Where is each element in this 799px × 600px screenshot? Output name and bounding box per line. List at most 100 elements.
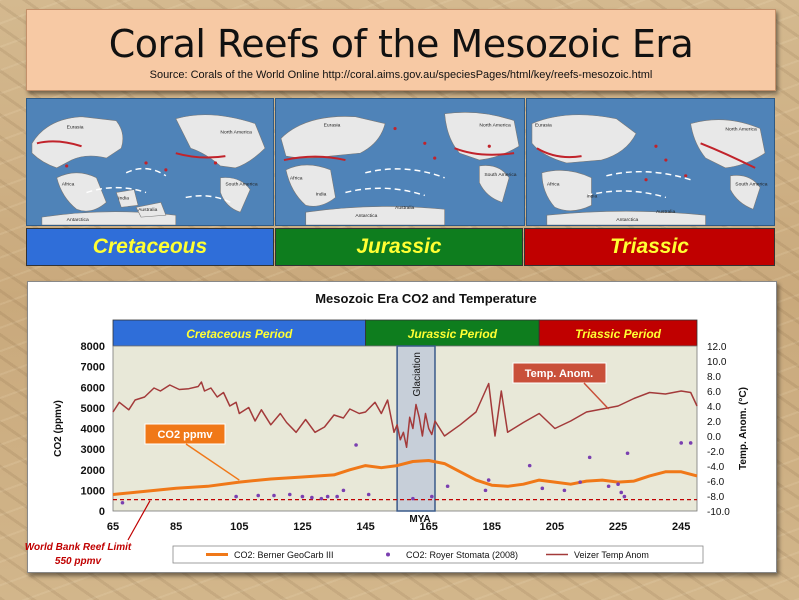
glaciation-label: Glaciation bbox=[412, 352, 423, 396]
world-bank-reef-limit-label: World Bank Reef Limit 550 ppmv bbox=[8, 541, 148, 569]
y-tick-label: 5000 bbox=[81, 403, 105, 415]
royer-stomata-point bbox=[300, 494, 305, 499]
x-tick-label: 205 bbox=[546, 521, 564, 533]
y2-tick-label: -8.0 bbox=[707, 492, 725, 503]
co2-annotation-box bbox=[144, 423, 226, 445]
royer-stomata-point bbox=[540, 486, 545, 491]
royer-stomata-point bbox=[622, 494, 627, 499]
royer-stomata-point bbox=[430, 494, 434, 499]
map-label: Australia bbox=[138, 207, 158, 213]
royer-stomata-point bbox=[287, 492, 292, 497]
royer-stomata-point bbox=[486, 478, 491, 482]
co2-berner-line bbox=[112, 459, 698, 496]
royer-stomata-point bbox=[319, 496, 324, 501]
y2-tick-label: -10.0 bbox=[707, 507, 730, 518]
royer-stomata-point bbox=[445, 484, 450, 489]
x-tick-label: 85 bbox=[170, 521, 182, 533]
map-label: Africa bbox=[290, 176, 303, 182]
map-triassic: Eurasia North America Africa South Ameri… bbox=[526, 98, 775, 226]
x-tick-label: 125 bbox=[293, 521, 311, 533]
royer-stomata-point bbox=[366, 492, 371, 497]
royer-stomata-point bbox=[310, 495, 314, 500]
chart-title: Mesozoic Era CO2 and Temperature bbox=[315, 291, 537, 306]
royer-stomata-point bbox=[256, 493, 261, 498]
period-band-2 bbox=[538, 319, 698, 347]
period-bar-cretaceous: Cretaceous bbox=[26, 228, 274, 266]
map-label: Antarctica bbox=[67, 217, 89, 223]
x-tick-label: 225 bbox=[609, 521, 627, 533]
y-tick-label: 7000 bbox=[81, 362, 105, 374]
royer-stomata-point bbox=[411, 496, 415, 501]
x-tick-label: 105 bbox=[230, 521, 248, 533]
map-label: Africa bbox=[62, 182, 75, 188]
y-tick-label: 4000 bbox=[81, 424, 105, 436]
period-band-label: Triassic Period bbox=[575, 327, 661, 341]
x-tick-label: 165 bbox=[419, 521, 437, 533]
chart-panel: Mesozoic Era CO2 and Temperature Cretace… bbox=[27, 281, 777, 573]
period-band-0 bbox=[112, 319, 366, 347]
map-label: Eurasia bbox=[535, 123, 552, 129]
map-label: Antarctica bbox=[616, 217, 638, 223]
map-label: Antarctica bbox=[355, 213, 377, 219]
y2-tick-label: -2.0 bbox=[707, 447, 725, 458]
y2-tick-label: 10.0 bbox=[707, 357, 727, 368]
co2-annotation-label: CO2 ppmv bbox=[157, 429, 213, 441]
temp-annotation-box bbox=[512, 362, 607, 384]
co2-annotation-pointer bbox=[185, 443, 240, 481]
y-axis-label: CO2 (ppmv) bbox=[53, 400, 64, 457]
map-label: North America bbox=[479, 123, 511, 129]
map-label: India bbox=[587, 193, 598, 199]
x-tick-label: 185 bbox=[483, 521, 501, 533]
y-tick-label: 0 bbox=[99, 506, 105, 518]
y2-tick-label: -4.0 bbox=[707, 462, 725, 473]
map-label: South America bbox=[735, 182, 767, 188]
x-tick-label: 145 bbox=[356, 521, 374, 533]
royer-stomata-point bbox=[679, 441, 684, 445]
royer-stomata-point bbox=[606, 484, 611, 489]
royer-stomata-point bbox=[578, 480, 582, 484]
map-label: Africa bbox=[547, 182, 560, 188]
legend-label: CO2: Royer Stomata (2008) bbox=[406, 550, 518, 560]
y-tick-label: 2000 bbox=[81, 465, 105, 477]
royer-stomata-point bbox=[616, 482, 620, 486]
royer-stomata-point bbox=[619, 490, 624, 495]
x-tick-label: 65 bbox=[107, 521, 119, 533]
title-box: Coral Reefs of the Mesozoic Era Source: … bbox=[26, 9, 776, 91]
royer-stomata-point bbox=[325, 494, 330, 499]
map-label: Eurasia bbox=[324, 123, 341, 129]
temp-annotation-pointer bbox=[583, 382, 610, 410]
royer-stomata-point bbox=[688, 441, 693, 445]
royer-stomata-point bbox=[120, 500, 125, 505]
period-band-label: Jurassic Period bbox=[408, 327, 498, 341]
royer-stomata-point bbox=[354, 443, 358, 447]
map-label: Australia bbox=[395, 205, 415, 211]
period-band-1 bbox=[365, 319, 540, 347]
map-label: Eurasia bbox=[67, 125, 84, 131]
world-bank-label-line2: 550 ppmv bbox=[54, 556, 102, 567]
legend-label: CO2: Berner GeoCarb III bbox=[234, 550, 334, 560]
y2-tick-label: 8.0 bbox=[707, 372, 721, 383]
x-tick-label: 245 bbox=[672, 521, 690, 533]
map-label: Australia bbox=[656, 209, 676, 215]
royer-stomata-point bbox=[562, 488, 567, 493]
period-bar-triassic: Triassic bbox=[524, 228, 775, 266]
royer-stomata-point bbox=[527, 463, 532, 468]
y2-tick-label: -6.0 bbox=[707, 477, 725, 488]
legend-label: Veizer Temp Anom bbox=[574, 550, 649, 560]
slide-title: Coral Reefs of the Mesozoic Era bbox=[108, 22, 694, 66]
map-label: North America bbox=[220, 129, 252, 135]
reef-limit-pointer bbox=[127, 500, 151, 541]
royer-stomata-point bbox=[341, 488, 346, 493]
y2-tick-label: 2.0 bbox=[707, 417, 721, 428]
y2-tick-label: 6.0 bbox=[707, 387, 721, 398]
x-axis-label: MYA bbox=[409, 514, 430, 525]
royer-stomata-point bbox=[625, 451, 630, 456]
temp-anomaly-line bbox=[112, 381, 698, 449]
map-label: India bbox=[316, 191, 327, 197]
map-label: India bbox=[118, 195, 129, 201]
legend-box bbox=[172, 545, 704, 564]
y-tick-label: 3000 bbox=[81, 444, 105, 456]
map-jurassic: Eurasia North America Africa South Ameri… bbox=[275, 98, 525, 226]
royer-stomata-point bbox=[234, 494, 238, 499]
y2-axis-label: Temp. Anom. (°C) bbox=[738, 387, 749, 470]
